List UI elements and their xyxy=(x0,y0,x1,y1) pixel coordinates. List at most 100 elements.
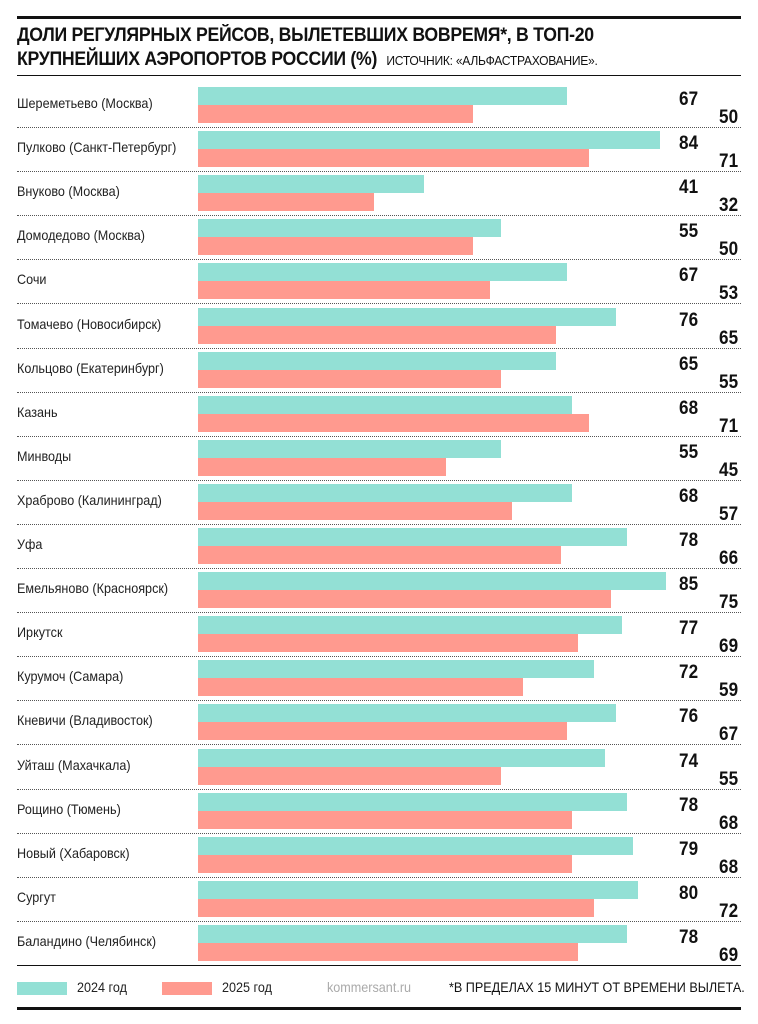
bar-2025 xyxy=(198,722,567,741)
top-rule xyxy=(17,16,741,19)
value-label-2025: 59 xyxy=(718,680,738,702)
bar-2024 xyxy=(198,395,572,414)
chart-row: Новый (Хабаровск) 79 68 xyxy=(17,833,741,878)
category-label: Новый (Хабаровск) xyxy=(17,844,130,861)
category-label: Кневичи (Владивосток) xyxy=(17,712,153,729)
category-label: Курумоч (Самара) xyxy=(17,668,124,685)
value-label-2025: 55 xyxy=(718,371,738,393)
bar-2025 xyxy=(198,149,589,168)
value-label-2024: 76 xyxy=(678,706,698,728)
value-label-2024: 85 xyxy=(678,574,698,596)
category-label: Казань xyxy=(17,403,58,420)
bar-2025 xyxy=(198,854,572,873)
chart-row: Уйташ (Махачкала) 74 55 xyxy=(17,745,741,790)
value-label-2024: 55 xyxy=(678,221,698,243)
value-label-2025: 67 xyxy=(718,724,738,746)
bar-2024 xyxy=(198,131,660,150)
category-label: Иркутск xyxy=(17,624,63,641)
bar-2024 xyxy=(198,748,605,767)
category-label: Рощино (Тюмень) xyxy=(17,800,121,817)
chart-row: Казань 68 71 xyxy=(17,392,741,437)
value-label-2024: 78 xyxy=(678,794,698,816)
bar-2025 xyxy=(198,457,446,476)
value-label-2024: 76 xyxy=(678,309,698,331)
bar-2024 xyxy=(198,351,556,370)
bar-2024 xyxy=(198,572,666,591)
value-label-2024: 84 xyxy=(678,133,698,155)
bar-2025 xyxy=(198,325,556,344)
bar-2024 xyxy=(198,528,627,546)
bar-2025 xyxy=(198,942,578,961)
value-label-2024: 55 xyxy=(678,441,698,463)
bar-2025 xyxy=(198,546,561,564)
bar-2025 xyxy=(198,413,589,432)
bar-2024 xyxy=(198,483,572,502)
footer-rule xyxy=(17,1007,741,1010)
category-label: Сургут xyxy=(17,888,56,905)
category-label: Уйташ (Махачкала) xyxy=(17,756,131,773)
value-label-2024: 41 xyxy=(678,177,698,199)
category-label: Емельяново (Красноярск) xyxy=(17,580,169,597)
bar-2024 xyxy=(198,792,627,811)
value-label-2024: 80 xyxy=(678,882,698,904)
value-label-2025: 68 xyxy=(718,856,738,878)
value-label-2025: 45 xyxy=(718,459,738,481)
chart-row: Шереметьево (Москва) 67 50 xyxy=(17,83,741,128)
chart-row: Емельяново (Красноярск) 85 75 xyxy=(17,568,741,614)
value-label-2025: 66 xyxy=(718,548,738,569)
bar-2024 xyxy=(198,175,424,194)
chart-row: Уфа 78 66 xyxy=(17,524,741,569)
value-label-2025: 72 xyxy=(718,900,738,922)
value-label-2025: 53 xyxy=(718,283,738,305)
bar-2024 xyxy=(198,836,633,855)
category-label: Уфа xyxy=(17,536,43,552)
chart-row: Сургут 80 72 xyxy=(17,877,741,922)
value-label-2025: 68 xyxy=(718,812,738,834)
bar-2025 xyxy=(198,501,512,520)
chart-row: Курумоч (Самара) 72 59 xyxy=(17,656,741,702)
value-label-2024: 74 xyxy=(678,750,698,772)
bar-2025 xyxy=(198,105,473,123)
value-label-2024: 68 xyxy=(678,397,698,419)
legend-swatch-2025 xyxy=(162,982,212,995)
bar-2024 xyxy=(198,880,638,899)
bottom-rule xyxy=(17,965,741,966)
footnote: *В ПРЕДЕЛАХ 15 МИНУТ ОТ ВРЕМЕНИ ВЫЛЕТА. xyxy=(449,979,745,995)
category-label: Шереметьево (Москва) xyxy=(17,95,153,111)
bar-2024 xyxy=(198,439,501,458)
bar-2025 xyxy=(198,898,594,917)
bar-2024 xyxy=(198,219,501,238)
value-label-2025: 50 xyxy=(718,107,738,128)
value-label-2024: 72 xyxy=(678,662,698,684)
category-label: Минводы xyxy=(17,447,72,464)
legend-label-2025: 2025 год xyxy=(222,979,272,995)
chart-row: Храброво (Калининград) 68 57 xyxy=(17,480,741,525)
category-label: Пулково (Санкт-Петербург) xyxy=(17,139,177,156)
chart-row: Внуково (Москва) 41 32 xyxy=(17,171,741,217)
legend-swatch-2024 xyxy=(17,982,67,995)
value-label-2025: 32 xyxy=(718,195,738,217)
value-label-2024: 65 xyxy=(678,353,698,375)
value-label-2025: 69 xyxy=(718,944,738,966)
category-label: Храброво (Калининград) xyxy=(17,491,162,508)
bar-2025 xyxy=(198,810,572,829)
chart-row: Иркутск 77 69 xyxy=(17,612,741,658)
value-label-2024: 78 xyxy=(678,926,698,948)
chart-row: Домодедово (Москва) 55 50 xyxy=(17,215,741,261)
bar-2025 xyxy=(198,766,501,785)
chart-row: Кневичи (Владивосток) 76 67 xyxy=(17,700,741,746)
source-text: ИСТОЧНИК: «АЛЬФАСТРАХОВАНИЕ». xyxy=(386,53,598,68)
category-label: Внуково (Москва) xyxy=(17,183,120,200)
legend: 2024 год 2025 год kommersant.ru *В ПРЕДЕ… xyxy=(17,978,745,1000)
watermark: kommersant.ru xyxy=(327,979,412,995)
value-label-2025: 71 xyxy=(718,151,738,173)
value-label-2024: 78 xyxy=(678,530,698,551)
value-label-2025: 57 xyxy=(718,503,738,525)
bar-2025 xyxy=(198,678,523,697)
chart-row: Кольцово (Екатеринбург) 65 55 xyxy=(17,348,741,393)
bar-2025 xyxy=(198,193,374,212)
chart-row: Минводы 55 45 xyxy=(17,436,741,481)
value-label-2024: 77 xyxy=(678,618,698,640)
value-label-2024: 67 xyxy=(678,89,698,110)
chart-row: Пулково (Санкт-Петербург) 84 71 xyxy=(17,127,741,173)
